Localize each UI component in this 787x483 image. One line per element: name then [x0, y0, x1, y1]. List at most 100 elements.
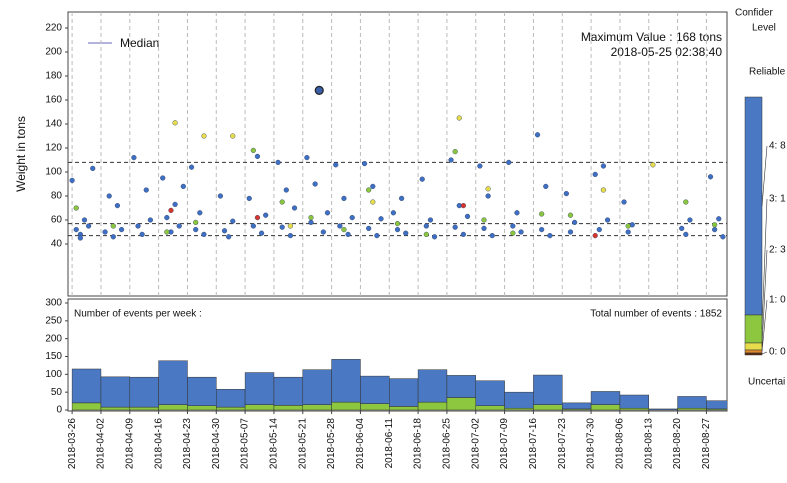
point	[563, 191, 569, 197]
point	[604, 217, 611, 223]
point	[308, 219, 314, 226]
point	[254, 153, 261, 160]
point	[460, 231, 467, 238]
point	[287, 233, 294, 239]
bar	[129, 406, 159, 411]
bar	[533, 374, 563, 405]
point	[246, 195, 252, 202]
bar	[389, 378, 419, 407]
point	[217, 193, 223, 199]
point	[263, 212, 269, 218]
bar	[71, 368, 102, 404]
confidence-label: 1: 0	[769, 295, 786, 306]
leader-line	[761, 198, 768, 330]
bar	[302, 404, 332, 411]
bar	[216, 389, 246, 408]
bar	[562, 402, 592, 410]
top-frame	[67, 11, 728, 297]
point	[188, 164, 195, 170]
y-tick-label: 140	[45, 119, 62, 130]
x-tick-label: 2018-06-11	[384, 418, 395, 469]
confidence-label: 2: 3	[769, 245, 786, 256]
point	[510, 223, 516, 229]
x-tick-label: 2018-08-27	[701, 418, 712, 470]
point	[370, 183, 376, 190]
bar	[677, 407, 707, 411]
y-tick-label: 200	[45, 47, 62, 58]
point	[197, 210, 203, 216]
point	[139, 231, 145, 238]
point	[333, 162, 339, 168]
point	[147, 217, 153, 223]
point	[600, 187, 607, 193]
confidence-label: 4: 8	[769, 141, 786, 152]
point	[77, 235, 83, 241]
y-tick-label: 0	[56, 405, 62, 416]
x-tick-label: 2018-04-23	[182, 418, 193, 470]
point	[452, 149, 458, 155]
annotation: 2018-05-25 02:38:40	[611, 45, 723, 59]
y-tick-label: 150	[45, 351, 62, 362]
point	[143, 187, 149, 193]
point	[679, 225, 685, 232]
y-tick-label: 160	[45, 95, 62, 106]
point	[287, 223, 294, 229]
y-tick-label: 220	[45, 23, 62, 34]
bar	[360, 375, 390, 404]
point	[378, 216, 384, 222]
point	[168, 207, 174, 214]
point	[374, 233, 380, 239]
confidence-label: 3: 1	[769, 194, 786, 205]
point	[485, 186, 491, 192]
x-tick-label: 2018-05-21	[297, 418, 308, 470]
point	[90, 165, 96, 172]
point	[427, 217, 434, 223]
point	[687, 217, 693, 223]
bar	[648, 408, 678, 411]
x-tick-label: 2018-04-30	[211, 418, 222, 470]
bar	[446, 375, 477, 398]
bar	[417, 401, 448, 411]
point	[539, 227, 545, 233]
point	[258, 230, 265, 236]
point	[230, 218, 236, 224]
point	[683, 199, 689, 205]
point	[81, 217, 88, 223]
point	[180, 183, 186, 190]
y-axis-label: Weight in tons	[14, 116, 28, 192]
point	[431, 234, 438, 240]
point	[320, 229, 326, 235]
point	[73, 227, 79, 233]
point	[85, 223, 92, 229]
bar	[216, 406, 246, 411]
bar	[100, 376, 131, 408]
point	[460, 203, 467, 209]
point	[534, 132, 541, 138]
point	[481, 217, 487, 223]
point	[621, 199, 627, 205]
point	[201, 133, 207, 139]
x-tick-label: 2018-04-02	[96, 418, 107, 470]
point	[592, 233, 598, 239]
bar	[187, 405, 217, 411]
point	[341, 227, 347, 233]
point	[712, 222, 718, 228]
y-tick-label: 200	[45, 333, 62, 344]
point	[341, 195, 347, 202]
point	[176, 223, 182, 229]
x-tick-label: 2018-03-26	[67, 418, 78, 470]
x-tick-label: 2018-07-09	[499, 418, 510, 470]
confidence-segment	[744, 342, 763, 351]
point	[547, 233, 553, 239]
point	[135, 223, 141, 229]
bar	[331, 359, 361, 403]
confidence-bottom: Uncertai	[748, 377, 785, 388]
x-tick-label: 2018-05-14	[269, 418, 280, 470]
point	[221, 228, 228, 234]
point	[572, 219, 578, 226]
total-label: Total number of events : 1852	[590, 309, 722, 320]
point	[193, 219, 199, 226]
x-tick-label: 2018-06-18	[413, 418, 424, 470]
point	[193, 227, 199, 233]
point	[481, 225, 487, 232]
